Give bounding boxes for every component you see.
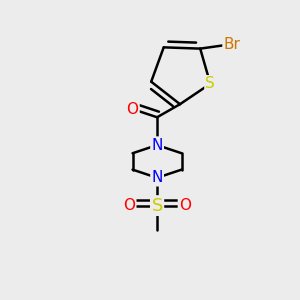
Text: O: O <box>127 102 139 117</box>
Text: N: N <box>152 170 163 185</box>
Text: S: S <box>152 196 163 214</box>
Text: S: S <box>206 76 215 91</box>
Text: O: O <box>123 198 135 213</box>
Text: N: N <box>152 138 163 153</box>
Text: Br: Br <box>224 37 240 52</box>
Text: O: O <box>179 198 191 213</box>
